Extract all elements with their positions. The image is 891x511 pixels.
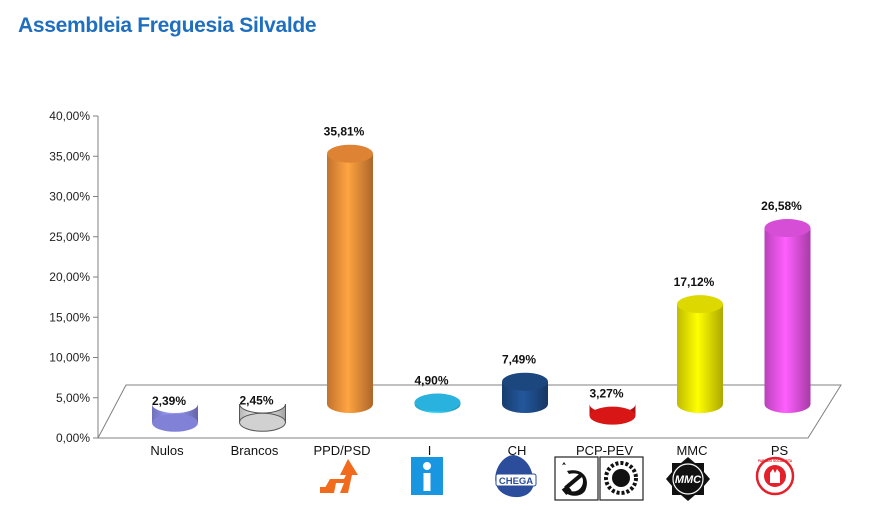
- bar-top: [589, 406, 636, 425]
- data-label: 26,58%: [761, 199, 802, 213]
- bar-body: [327, 153, 373, 414]
- bar-body: [764, 228, 811, 413]
- bar-top: [502, 372, 548, 391]
- bar-i: [414, 393, 461, 413]
- data-label: 2,39%: [152, 394, 186, 408]
- data-label: 4,90%: [414, 374, 448, 388]
- chega-logo-icon: CHEGA: [495, 455, 537, 498]
- psd-logo-icon: [320, 459, 358, 493]
- bar-body: [677, 304, 723, 413]
- category-label: PPD/PSD: [313, 443, 370, 458]
- data-label: 7,49%: [502, 353, 536, 367]
- y-tick-label: 30,00%: [49, 190, 90, 204]
- category-label: PS: [771, 443, 789, 458]
- bar-ps: [764, 219, 811, 413]
- bar-pcp-pev: [589, 404, 636, 425]
- y-tick-labels: 0,00% 5,00% 10,00% 15,00% 20,00% 25,00% 30,00%…: [49, 109, 90, 445]
- y-tick-label: 20,00%: [49, 270, 90, 284]
- category-labels: Nulos Brancos PPD/PSD I CH PCP-PEV MMC PS: [150, 443, 788, 458]
- floor-plane: [97, 384, 842, 439]
- bar-top: [414, 393, 461, 412]
- cdu-logo-icon: [554, 456, 644, 501]
- data-label: 17,12%: [674, 275, 715, 289]
- category-label: Nulos: [150, 443, 184, 458]
- bar-ch: [502, 372, 548, 413]
- bars-group: [152, 144, 811, 432]
- y-tick-label: 10,00%: [49, 351, 90, 365]
- category-label: MMC: [676, 443, 707, 458]
- ps-logo-text: PARTIDO SOCIALISTA: [758, 459, 793, 463]
- chart-floor: [97, 384, 842, 439]
- bar-ppd-psd: [327, 144, 373, 414]
- chart-axes: [93, 115, 99, 439]
- mmc-logo-text: MMC: [675, 474, 702, 486]
- bar-body: [502, 381, 548, 413]
- chart-title: Assembleia Freguesia Silvalde: [18, 14, 317, 37]
- bar-top: [677, 295, 723, 314]
- independent-i-icon: [411, 457, 443, 495]
- party-logos: CHEGA MMC PARTIDO SOCIALISTA: [320, 455, 795, 501]
- data-labels: 2,39% 2,45% 35,81% 4,90% 7,49% 3,27% 17,12% 26,…: [152, 125, 802, 408]
- bar-brancos: [239, 403, 286, 432]
- ps-logo-icon: PARTIDO SOCIALISTA: [755, 456, 795, 496]
- y-tick-label: 40,00%: [49, 109, 90, 123]
- bar-top: [764, 219, 811, 238]
- bar-top: [239, 412, 286, 432]
- bar-mmc: [677, 295, 723, 413]
- category-label: Brancos: [231, 443, 279, 458]
- data-label: 35,81%: [324, 125, 365, 139]
- bar-top: [152, 413, 198, 432]
- category-label: PCP-PEV: [576, 443, 633, 458]
- bar-top: [327, 144, 373, 163]
- y-tick-label: 5,00%: [56, 391, 90, 405]
- data-label: 2,45%: [239, 393, 273, 407]
- y-tick-label: 25,00%: [49, 230, 90, 244]
- chega-logo-text: CHEGA: [499, 476, 533, 487]
- data-label: 3,27%: [589, 387, 623, 401]
- category-label: CH: [508, 443, 527, 458]
- mmc-logo-icon: MMC: [666, 457, 710, 501]
- bar-nulos: [152, 404, 198, 432]
- y-tick-label: 15,00%: [49, 310, 90, 324]
- y-tick-label: 0,00%: [56, 431, 90, 445]
- category-label: I: [428, 443, 432, 458]
- y-tick-label: 35,00%: [49, 149, 90, 163]
